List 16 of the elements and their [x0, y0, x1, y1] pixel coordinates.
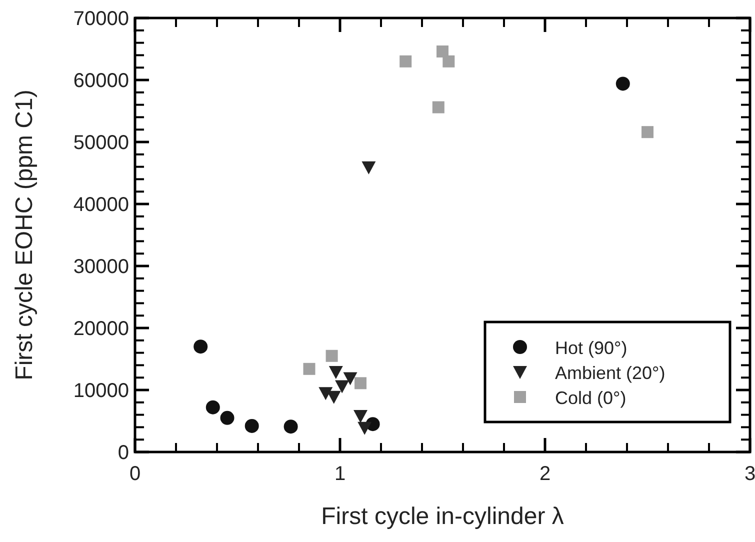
y-tick-label: 0 — [118, 442, 129, 464]
x-axis-title: First cycle in-cylinder λ — [321, 503, 564, 530]
y-tick-label: 20000 — [73, 318, 129, 340]
legend-label: Hot (90°) — [555, 338, 628, 358]
legend-label: Cold (0°) — [555, 388, 626, 408]
y-tick-label: 70000 — [73, 8, 129, 30]
y-axis-title: First cycle EOHC (ppm C1) — [11, 90, 38, 380]
y-tick-label: 50000 — [73, 132, 129, 154]
y-tick-label: 40000 — [73, 194, 129, 216]
x-tick-label: 1 — [334, 463, 346, 485]
y-tick-label: 30000 — [73, 256, 129, 278]
y-tick-label: 10000 — [73, 380, 129, 402]
legend-label: Ambient (20°) — [555, 363, 666, 383]
x-tick-label: 2 — [539, 463, 551, 485]
y-tick-label: 60000 — [73, 70, 129, 92]
x-tick-label: 3 — [744, 463, 755, 485]
